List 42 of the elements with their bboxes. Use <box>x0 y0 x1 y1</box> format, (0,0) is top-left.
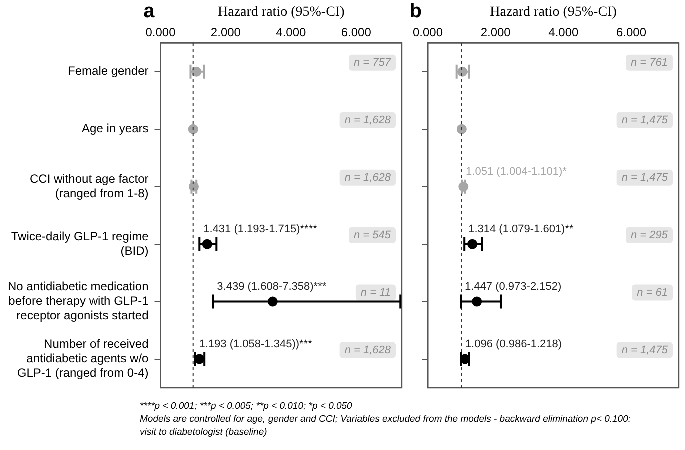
y-tick-label: Twice-daily GLP-1 regime (BID) <box>11 229 150 258</box>
x-tick-label: 6.000 <box>616 25 647 40</box>
x-tick-label: 0.000 <box>146 25 176 40</box>
y-tick-label: CCI without age factor (ranged from 1-8) <box>30 172 149 200</box>
data-label: 1.193 (1.058-1.345))*** <box>199 338 314 350</box>
annotation: n = 761 <box>630 56 668 69</box>
y-tick-label: Age in years <box>82 122 149 136</box>
x-axis-title: Hazard ratio (95%-CI) <box>490 5 618 20</box>
point <box>456 124 467 134</box>
annotation: n = 545 <box>354 229 392 242</box>
x-tick-label: 2.000 <box>480 25 512 40</box>
annotation: n = 1,628 <box>344 172 392 184</box>
annotation: n = 1,475 <box>622 114 669 126</box>
x-tick-label: 0.000 <box>412 25 444 40</box>
point <box>188 124 198 134</box>
y-tick-label: Number of received antidiabetic agents w/o GLP-1 (ranged from 0-4) <box>17 337 150 380</box>
text: visit to diabetologist (baseline) <box>140 426 268 439</box>
data-label: 1.447 (0.973-2.152) <box>465 280 562 293</box>
data-label: 1.051 (1.004-1.101)* <box>466 166 568 178</box>
data-label: 1.096 (0.986-1.218) <box>465 338 562 350</box>
x-tick-label: 4.000 <box>548 25 580 40</box>
x-tick-label: 2.000 <box>210 25 242 40</box>
annotation: n = 295 <box>630 229 669 242</box>
chart-title: a <box>144 0 156 23</box>
data-label: 1.431 (1.193-1.715)**** <box>204 223 318 236</box>
chart-title: b <box>410 0 422 23</box>
annotation: n = 11 <box>360 286 392 299</box>
x-tick-label: 6.000 <box>341 25 372 40</box>
y-tick-label: Female gender <box>68 64 149 78</box>
annotation: n = 1,475 <box>622 344 669 356</box>
annotation: n = 1,475 <box>622 172 669 184</box>
y-tick-label: No antidiabetic medication before therapy with GLP-1 receptor agonists started <box>8 280 150 323</box>
annotation: n = 757 <box>354 56 392 69</box>
x-tick-label: 4.000 <box>276 25 306 40</box>
data-label: 1.314 (1.079-1.601)** <box>468 223 575 236</box>
annotation: n = 61 <box>637 286 668 299</box>
data-label: 3.439 (1.608-7.358)*** <box>217 280 328 293</box>
text: ****p < 0.001; ***p < 0.005; **p < 0.010; *p < 0.050 <box>140 400 354 413</box>
x-axis-title: Hazard ratio (95%-CI) <box>218 5 346 20</box>
text: Models are controlled for age, gender and CCI; Variables excluded from the models - backward elimination p< 0.100: <box>140 413 632 426</box>
annotation: n = 1,628 <box>344 114 392 126</box>
annotation: n = 1,628 <box>344 344 392 356</box>
